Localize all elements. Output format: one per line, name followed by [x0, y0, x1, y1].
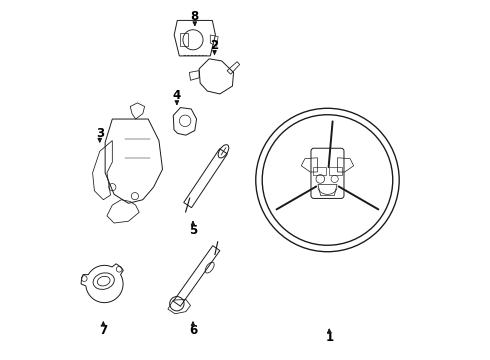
- Bar: [313, 167, 326, 175]
- Text: 8: 8: [191, 10, 199, 23]
- Text: 1: 1: [325, 331, 333, 344]
- Bar: [329, 167, 342, 175]
- Text: 7: 7: [99, 324, 107, 337]
- Text: 2: 2: [211, 39, 219, 52]
- Bar: [180, 33, 188, 46]
- Text: 4: 4: [173, 89, 181, 102]
- Text: 3: 3: [96, 127, 104, 140]
- Text: 6: 6: [189, 324, 197, 337]
- Text: 5: 5: [189, 224, 197, 237]
